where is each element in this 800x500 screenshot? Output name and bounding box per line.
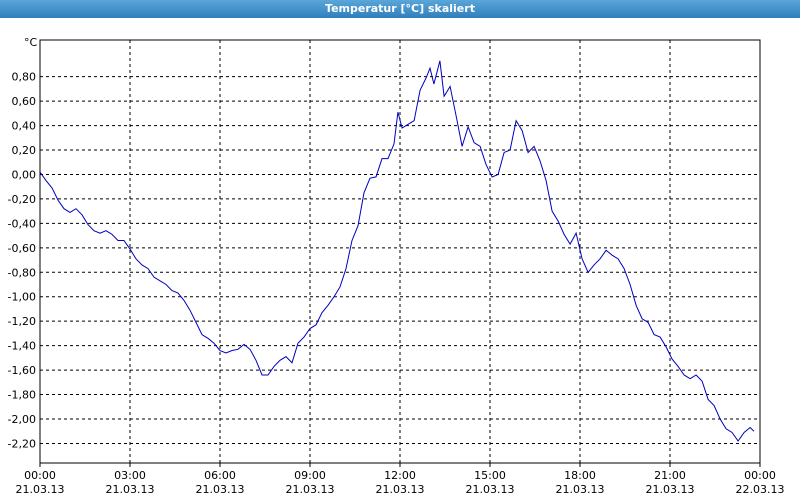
x-tick-date: 21.03.13	[466, 483, 515, 496]
y-tick-label: -1,00	[8, 291, 36, 304]
y-tick-label: -1,40	[8, 340, 36, 353]
chart: °C 0,80 0,60 0,40 0,20 0,00 -0,20 -0,40 -0,60 -0…	[8, 36, 785, 496]
x-tick-label: 12:00	[384, 469, 416, 482]
x-tick-date: 21.03.13	[646, 483, 695, 496]
x-tick-label: 00:00	[744, 469, 776, 482]
y-tick-label: 0,20	[12, 144, 37, 157]
y-tick-label: 0,00	[12, 168, 37, 181]
x-tick-label: 18:00	[564, 469, 596, 482]
x-tick-label: 09:00	[294, 469, 326, 482]
y-tick-label: -0,60	[8, 242, 36, 255]
x-tick-label: 15:00	[474, 469, 506, 482]
y-tick-label: -2,00	[8, 413, 36, 426]
y-axis-label: °C	[24, 36, 38, 49]
data-line	[39, 60, 755, 442]
x-tick-date: 21.03.13	[16, 483, 65, 496]
y-tick-label: -0,40	[8, 217, 36, 230]
x-tick-date: 21.03.13	[196, 483, 245, 496]
x-tick-date: 21.03.13	[376, 483, 425, 496]
x-tick-date: 22.03.13	[736, 483, 785, 496]
y-tick-label: -1,20	[8, 315, 36, 328]
x-tick-date: 21.03.13	[106, 483, 155, 496]
y-tick-label: -1,60	[8, 364, 36, 377]
x-tick-label: 21:00	[654, 469, 686, 482]
x-tick-label: 00:00	[24, 469, 56, 482]
x-tick-date: 21.03.13	[556, 483, 605, 496]
y-tick-label: -0,20	[8, 193, 36, 206]
y-tick-label: -1,80	[8, 389, 36, 402]
x-tick-label: 03:00	[114, 469, 146, 482]
y-tick-label: -2,20	[8, 437, 36, 450]
y-tick-label: 0,80	[12, 71, 37, 84]
chart-title: Temperatur [°C] skaliert	[0, 0, 800, 18]
y-tick-label: 0,60	[12, 95, 37, 108]
x-tick-label: 06:00	[204, 469, 236, 482]
y-tick-label: -0,80	[8, 266, 36, 279]
x-tick-date: 21.03.13	[286, 483, 335, 496]
y-tick-label: 0,40	[12, 120, 37, 133]
